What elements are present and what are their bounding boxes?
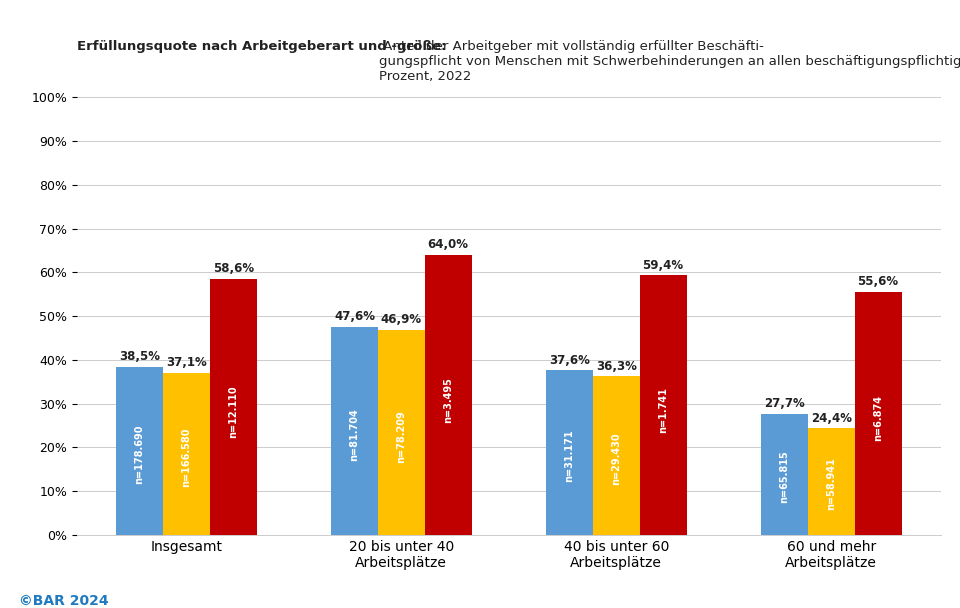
Text: 37,6%: 37,6% xyxy=(549,354,589,367)
Text: n=1.741: n=1.741 xyxy=(659,387,668,433)
Text: 47,6%: 47,6% xyxy=(334,310,375,323)
Text: n=178.690: n=178.690 xyxy=(134,424,145,484)
Bar xyxy=(116,367,163,535)
Text: n=78.209: n=78.209 xyxy=(396,410,406,463)
Text: n=65.815: n=65.815 xyxy=(780,451,789,503)
Text: 46,9%: 46,9% xyxy=(381,313,421,326)
Text: 55,6%: 55,6% xyxy=(857,275,899,288)
Bar xyxy=(163,373,209,535)
Text: n=12.110: n=12.110 xyxy=(228,385,238,438)
Text: n=31.171: n=31.171 xyxy=(564,430,574,482)
Bar xyxy=(593,376,639,535)
Bar xyxy=(378,330,424,535)
Text: 24,4%: 24,4% xyxy=(811,412,852,425)
Text: 37,1%: 37,1% xyxy=(166,356,206,369)
Bar xyxy=(546,370,593,535)
Text: n=29.430: n=29.430 xyxy=(612,432,621,485)
Text: 27,7%: 27,7% xyxy=(764,397,804,410)
Text: n=6.874: n=6.874 xyxy=(873,395,883,441)
Text: 36,3%: 36,3% xyxy=(596,359,636,373)
Text: n=58.941: n=58.941 xyxy=(827,457,836,510)
Bar xyxy=(209,278,256,535)
Text: 38,5%: 38,5% xyxy=(119,350,160,363)
Text: 59,4%: 59,4% xyxy=(642,258,684,272)
Bar xyxy=(639,275,686,535)
Bar xyxy=(424,255,471,535)
Bar xyxy=(854,292,901,535)
Text: 64,0%: 64,0% xyxy=(427,238,468,251)
Bar xyxy=(761,414,808,535)
Text: Anteil der Arbeitgeber mit vollständig erfüllter Beschäfti-
gungspflicht von Men: Anteil der Arbeitgeber mit vollständig e… xyxy=(379,40,960,83)
Text: 58,6%: 58,6% xyxy=(212,262,253,275)
Text: ©BAR 2024: ©BAR 2024 xyxy=(19,593,108,608)
Text: n=3.495: n=3.495 xyxy=(444,378,453,424)
Bar xyxy=(331,326,378,535)
Bar xyxy=(808,428,854,535)
Legend: Insgesamt (n=178.690), Private Arbeitgeber (n=166.580), Öffentliche Arbeitgeber : Insgesamt (n=178.690), Private Arbeitgeb… xyxy=(171,0,847,5)
Text: n=81.704: n=81.704 xyxy=(349,409,359,461)
Text: n=166.580: n=166.580 xyxy=(181,427,191,487)
Text: Erfüllungsquote nach Arbeitgeberart und -größe:: Erfüllungsquote nach Arbeitgeberart und … xyxy=(77,40,446,52)
